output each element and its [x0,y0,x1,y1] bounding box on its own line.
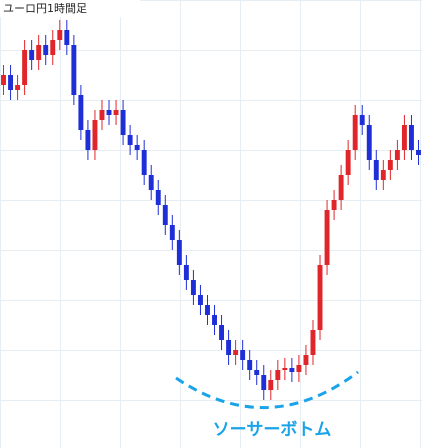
candle-body [317,265,323,330]
candle-body [268,380,274,390]
candle-body [78,95,84,130]
candle-body [71,45,77,95]
candle-body [219,325,225,340]
candle-body [310,330,316,355]
candle-body [176,240,182,265]
candle-body [373,160,379,180]
candle-body [226,340,232,355]
candle-body [8,75,14,90]
candle-body [408,125,414,150]
candle-body [134,145,140,150]
candle-body [148,175,154,190]
candle-body [387,160,393,170]
candle-body [162,205,168,225]
candle-body [120,110,126,135]
candle-body [254,370,260,375]
candle-body [169,225,175,240]
candle-body [43,45,49,55]
candle-body [85,130,91,150]
candle-body [1,75,6,85]
candle-body [331,200,337,210]
candle-body [338,175,344,200]
candle-body [106,110,112,115]
candle-body [261,375,267,390]
candle-body [113,110,119,115]
candle-body [296,365,302,372]
candle-body [92,120,98,150]
candle-body [36,45,42,60]
candle-body [233,350,239,355]
candle-body [345,150,351,175]
saucer-arc [175,370,359,410]
candle-body [197,295,203,305]
candle-body [416,150,421,155]
candle-body [352,115,358,150]
candles [1,20,421,400]
candle-body [127,135,133,145]
candle-body [275,370,281,380]
candle-body [15,85,21,90]
candle-body [394,150,400,160]
candle-body [303,355,309,365]
candle-body [289,368,295,372]
candle-body [359,115,365,125]
candle-body [401,125,407,150]
candle-body [155,190,161,205]
candle-body [380,170,386,180]
candle-body [64,30,70,45]
annotation: ソーサーボトム [213,420,332,440]
candle-body [240,350,246,360]
candle-body [183,265,189,280]
candle-body [99,110,105,120]
candle-body [141,150,147,175]
candle-body [212,315,217,325]
candle-body [22,50,28,85]
candle-body [205,305,210,315]
candle-body [247,360,253,370]
chart-title: ユーロ円1時間足 [3,2,87,15]
candle-body [190,280,196,295]
candle-body [57,30,63,40]
candle-body [29,50,35,60]
candle-body [282,368,288,370]
candle-body [50,40,56,55]
candle-body [324,210,330,265]
title-background [0,0,140,17]
candle-body [366,125,372,160]
